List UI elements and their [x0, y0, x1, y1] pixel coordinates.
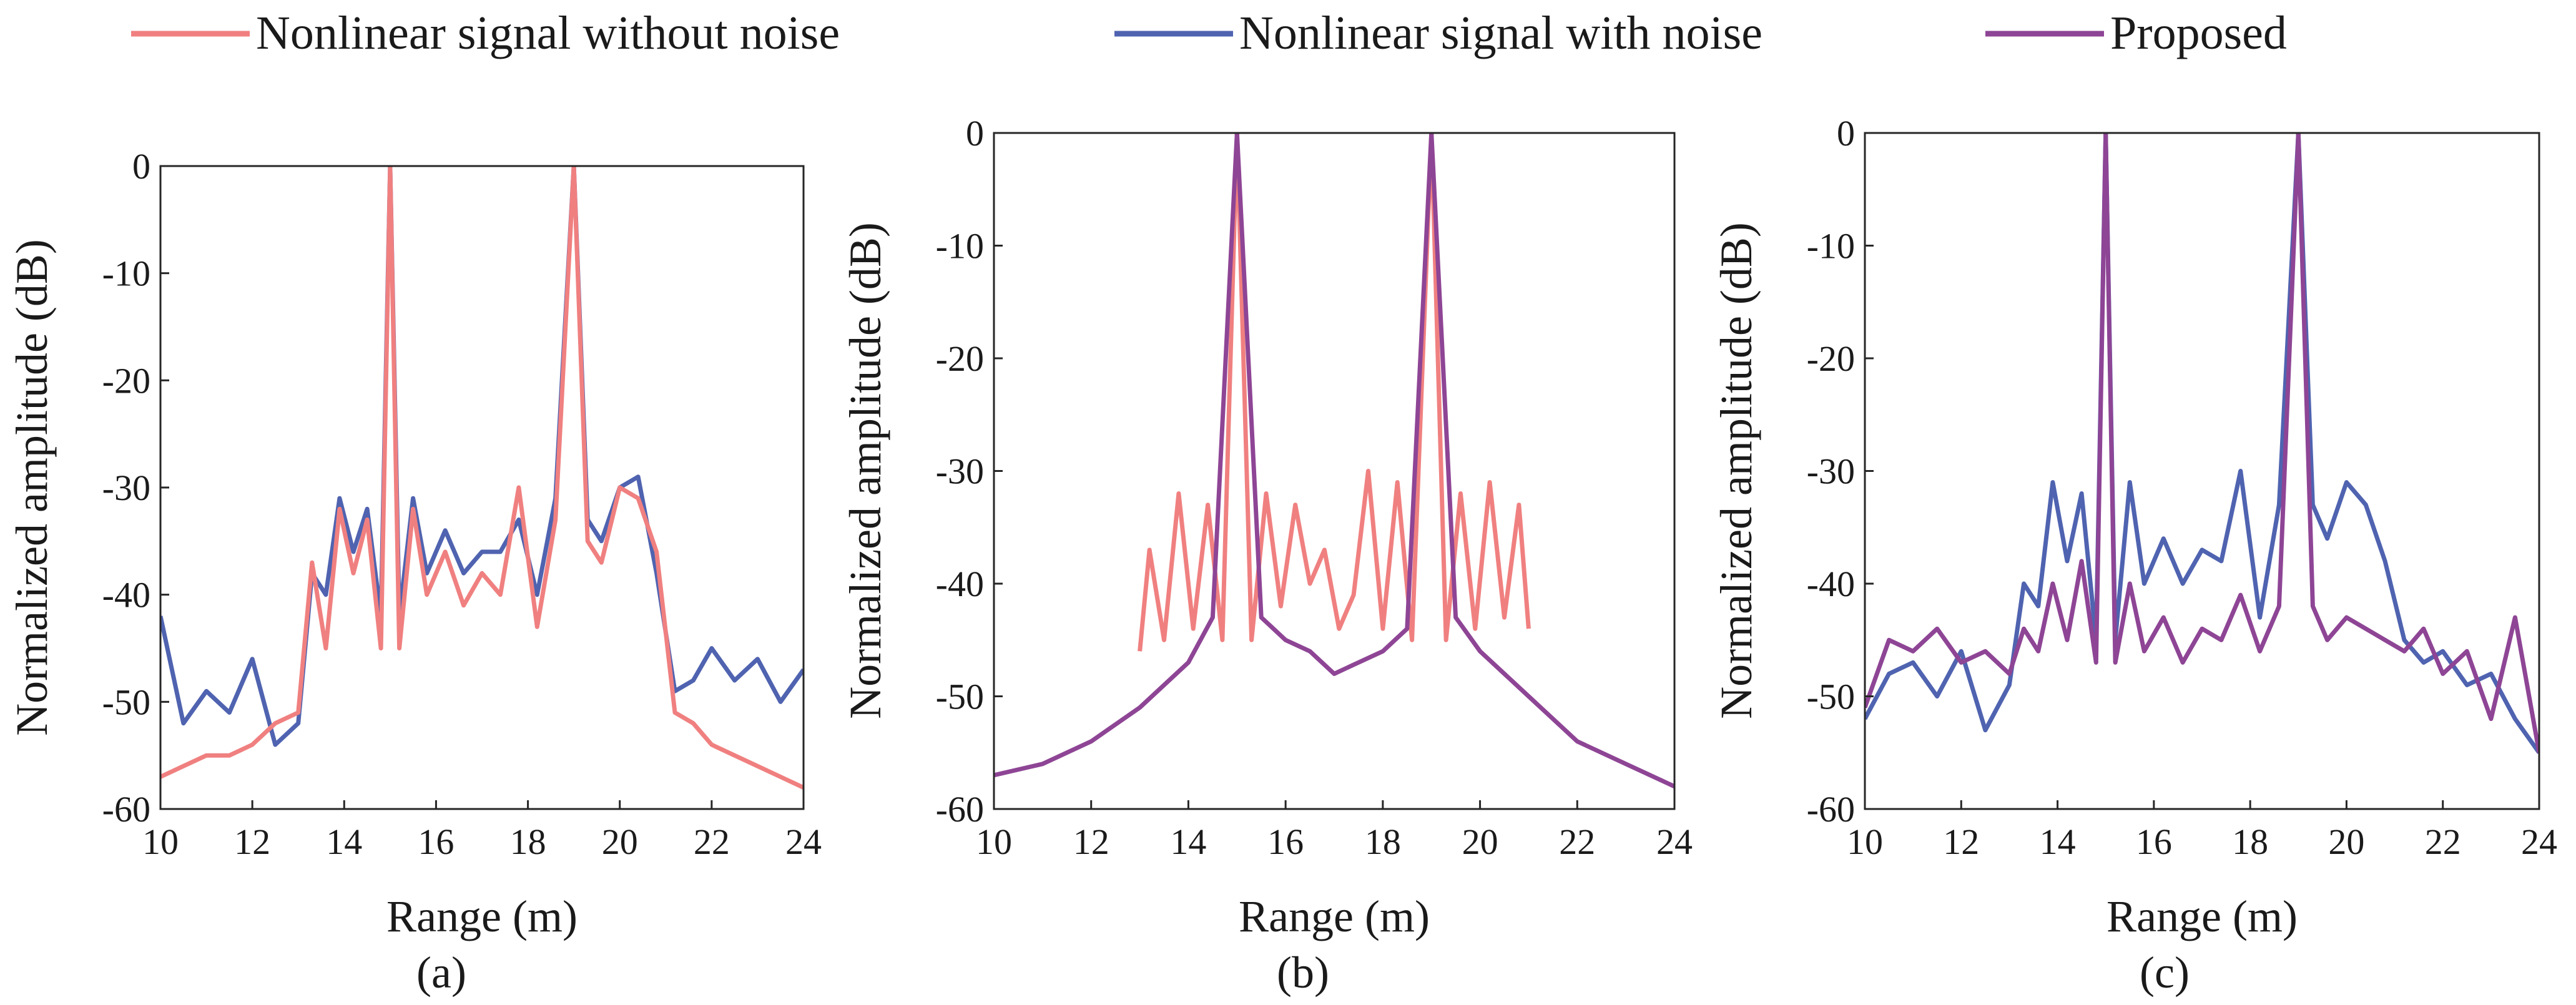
- panel-b-ytick-label: -10: [936, 226, 984, 267]
- panel-a-axes-box: [159, 165, 805, 810]
- panel-a-ticks: 10 12 14 16 18 20 22 24 0 -10 -20 -30 -40 -50 -60: [102, 146, 822, 862]
- panel-a-xlabel: Range (m): [386, 891, 578, 941]
- panel-b-xtick-label: 20: [1462, 821, 1498, 862]
- panel-b-ytick-label: 0: [966, 113, 984, 154]
- panel-a-xtick-label: 10: [142, 821, 179, 862]
- panel-b-series-nonlinear-signal-without-noise: [1138, 133, 1531, 652]
- panel-c-xlabel: Range (m): [2107, 891, 2298, 941]
- panel-b-ytick-label: -30: [936, 451, 984, 492]
- legend-label-without-noise: Nonlinear signal without noise: [256, 7, 840, 59]
- panel-a-xtick-label: 20: [602, 821, 638, 862]
- panel-a-xtick-label: 16: [418, 821, 454, 862]
- panel-a: 10 12 14 16 18 20 22 24 0 -10 -20 -30 -40 -50 -60 Norm…: [7, 146, 822, 998]
- panel-b-xtick-label: 24: [1656, 821, 1693, 862]
- panel-c-ytick-label: -40: [1807, 564, 1855, 604]
- panel-b-ylabel: Normalized amplitude (dB): [840, 222, 890, 719]
- panel-c-ytick-label: -50: [1807, 677, 1855, 717]
- panel-a-ytick-label: -40: [102, 575, 150, 615]
- panel-b-xtick-label: 12: [1073, 821, 1109, 862]
- panel-a-xtick-label: 12: [234, 821, 270, 862]
- panel-a-caption: (a): [416, 948, 466, 998]
- panel-b-xtick-label: 14: [1170, 821, 1206, 862]
- panel-c-xtick-label: 24: [2521, 821, 2557, 862]
- panel-b-ytick-label: -40: [936, 564, 984, 604]
- panel-a-ylabel: Normalized amplitude (dB): [7, 239, 57, 736]
- panel-c-series-proposed: [1865, 133, 2539, 753]
- panel-b: 10 12 14 16 18 20 22 24 0 -10 -20 -30 -40 -50 -60 Norm…: [840, 113, 1693, 998]
- panel-c-series-nonlinear-signal-with-noise: [1865, 133, 2539, 754]
- panel-a-ytick-label: -50: [102, 682, 150, 722]
- panel-c: 10 12 14 16 18 20 22 24 0 -10 -20 -30 -40 -50 -60 Norm…: [1711, 113, 2557, 998]
- panel-a-ytick-label: -20: [102, 360, 150, 401]
- panel-a-ytick-label: -30: [102, 468, 150, 508]
- panel-c-xtick-label: 10: [1847, 821, 1883, 862]
- panel-a-xtick-label: 14: [326, 821, 362, 862]
- panel-a-xtick-label: 24: [785, 821, 822, 862]
- panel-b-caption: (b): [1277, 948, 1329, 998]
- panel-b-ytick-label: -60: [936, 789, 984, 830]
- panel-b-xtick-label: 22: [1559, 821, 1595, 862]
- panel-a-plot: [160, 166, 804, 790]
- panel-a-series-nonlinear-signal-without-noise: [160, 166, 804, 790]
- panel-c-axes-box: [1864, 132, 2540, 810]
- panel-c-caption: (c): [2140, 948, 2190, 998]
- legend: Nonlinear signal without noise Nonlinear…: [131, 7, 2287, 59]
- panel-b-series-proposed: [994, 133, 1674, 789]
- panel-c-xtick-label: 14: [2040, 821, 2076, 862]
- panel-c-xtick-label: 18: [2232, 821, 2268, 862]
- panel-b-xtick-label: 18: [1365, 821, 1401, 862]
- panel-a-ytick-label: 0: [132, 146, 150, 187]
- panel-c-ylabel: Normalized amplitude (dB): [1711, 222, 1761, 719]
- panel-a-xtick-label: 22: [694, 821, 730, 862]
- panel-c-ytick-label: -10: [1807, 226, 1855, 267]
- panel-c-xtick-label: 12: [1943, 821, 1979, 862]
- panel-c-ticks: 10 12 14 16 18 20 22 24 0 -10 -20 -30 -40 -50 -60: [1807, 113, 2557, 862]
- panel-c-ytick-label: -30: [1807, 451, 1855, 492]
- panel-b-ticks: 10 12 14 16 18 20 22 24 0 -10 -20 -30 -40 -50 -60: [936, 113, 1693, 862]
- panel-c-xtick-label: 16: [2136, 821, 2172, 862]
- legend-label-proposed: Proposed: [2110, 7, 2287, 59]
- panel-a-ytick-label: -10: [102, 253, 150, 294]
- panel-b-axes-box: [993, 132, 1676, 810]
- panel-b-xlabel: Range (m): [1239, 891, 1430, 941]
- panel-b-ytick-label: -20: [936, 338, 984, 379]
- panel-c-xtick-label: 22: [2425, 821, 2461, 862]
- panel-b-plot: [994, 133, 1674, 789]
- panel-c-ytick-label: -20: [1807, 338, 1855, 379]
- panel-a-ytick-label: -60: [102, 789, 150, 830]
- panel-c-ytick-label: -60: [1807, 789, 1855, 830]
- panel-a-series-nonlinear-signal-with-noise: [160, 166, 804, 747]
- panel-c-ytick-label: 0: [1837, 113, 1855, 154]
- legend-label-with-noise: Nonlinear signal with noise: [1239, 7, 1762, 59]
- panel-b-ytick-label: -50: [936, 677, 984, 717]
- panel-b-xtick-label: 10: [976, 821, 1012, 862]
- panel-c-xtick-label: 20: [2328, 821, 2364, 862]
- panel-c-plot: [1865, 133, 2539, 754]
- panel-b-xtick-label: 16: [1267, 821, 1304, 862]
- panel-a-xtick-label: 18: [510, 821, 546, 862]
